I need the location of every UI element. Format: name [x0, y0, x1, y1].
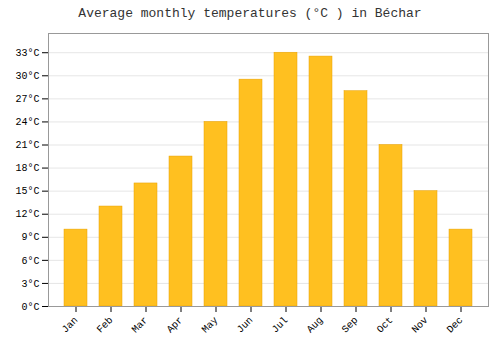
svg-text:33°C: 33°C: [15, 48, 39, 59]
svg-text:12°C: 12°C: [15, 209, 39, 220]
html-text:Average monthly temperatures (: Average monthly temperatures (°C ) in Bé…: [78, 6, 422, 21]
svg-text:30°C: 30°C: [15, 71, 39, 82]
svg-text:9°C: 9°C: [21, 232, 39, 243]
svg-text:Nov: Nov: [410, 315, 431, 336]
svg-text:Apr: Apr: [165, 315, 186, 336]
svg-text:Jun: Jun: [235, 315, 256, 336]
svg-text:18°C: 18°C: [15, 163, 39, 174]
svg-text:Feb: Feb: [95, 315, 116, 336]
svg-text:Dec: Dec: [445, 315, 466, 336]
svg-text:15°C: 15°C: [15, 186, 39, 197]
svg-text:Mar: Mar: [130, 315, 151, 336]
svg-text:21°C: 21°C: [15, 140, 39, 151]
svg-text:May: May: [200, 315, 221, 336]
svg-text:Sep: Sep: [340, 315, 361, 336]
svg-text:0°C: 0°C: [21, 302, 39, 313]
svg-text:24°C: 24°C: [15, 117, 39, 128]
svg-text:27°C: 27°C: [15, 94, 39, 105]
svg-text:Jan: Jan: [60, 315, 81, 336]
svg-text:Oct: Oct: [375, 315, 396, 336]
svg-text:Aug: Aug: [305, 315, 326, 336]
svg-text:Jul: Jul: [270, 315, 291, 336]
svg-text:6°C: 6°C: [21, 256, 39, 267]
svg-text:3°C: 3°C: [21, 279, 39, 290]
